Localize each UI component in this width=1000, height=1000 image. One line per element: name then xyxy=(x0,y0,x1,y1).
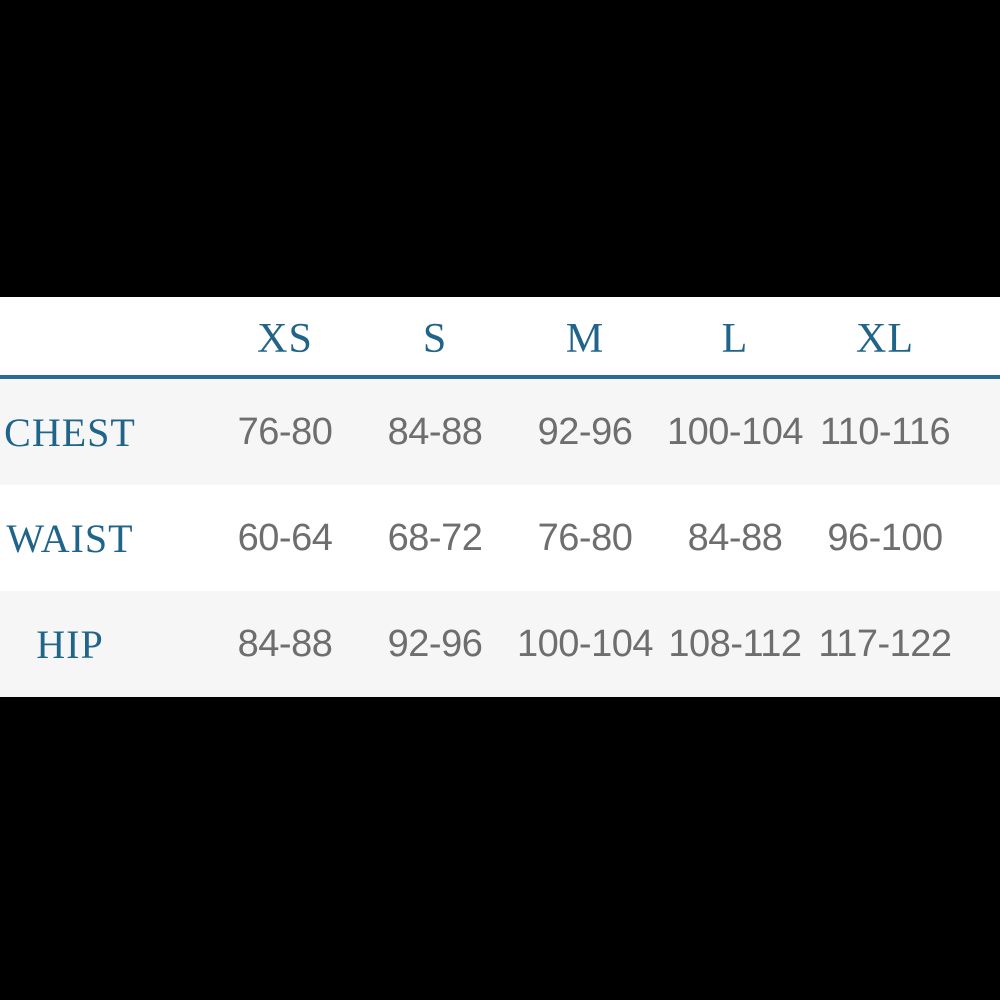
column-header-l: L xyxy=(721,316,749,362)
cell-hip-xl: 117-122 xyxy=(818,622,952,665)
row-label-chest: CHEST xyxy=(4,409,136,455)
cell-chest-xs: 76-80 xyxy=(237,410,333,453)
column-header-m: M xyxy=(565,316,605,362)
cell-chest-l: 100-104 xyxy=(667,410,803,453)
cell-hip-s: 92-96 xyxy=(387,622,483,665)
size-chart-table: XS S M L XL CHEST 76-80 84-88 92-96 100-… xyxy=(0,297,1000,697)
row-label-waist: WAIST xyxy=(6,515,134,561)
bottom-letterbox-bar xyxy=(0,697,1000,998)
table-row-waist: WAIST 60-64 68-72 76-80 84-88 96-100 xyxy=(0,485,1000,591)
cell-waist-xs: 60-64 xyxy=(237,516,333,559)
top-letterbox-bar xyxy=(0,0,1000,297)
cell-chest-s: 84-88 xyxy=(387,410,483,453)
column-header-xs: XS xyxy=(257,316,313,362)
cell-waist-xl: 96-100 xyxy=(827,516,943,559)
cell-waist-m: 76-80 xyxy=(537,516,633,559)
table-row-hip: HIP 84-88 92-96 100-104 108-112 117-122 xyxy=(0,591,1000,697)
cell-hip-m: 100-104 xyxy=(517,622,653,665)
cell-waist-s: 68-72 xyxy=(387,516,483,559)
cell-hip-l: 108-112 xyxy=(668,622,802,665)
column-header-xl: XL xyxy=(856,316,914,362)
cell-hip-xs: 84-88 xyxy=(237,622,333,665)
cell-chest-xl: 110-116 xyxy=(819,410,951,453)
cell-chest-m: 92-96 xyxy=(537,410,633,453)
row-label-hip: HIP xyxy=(36,621,104,667)
table-row-chest: CHEST 76-80 84-88 92-96 100-104 110-116 xyxy=(0,379,1000,485)
column-header-s: S xyxy=(422,316,448,362)
cell-waist-l: 84-88 xyxy=(687,516,783,559)
size-chart-header-row: XS S M L XL xyxy=(0,297,1000,379)
